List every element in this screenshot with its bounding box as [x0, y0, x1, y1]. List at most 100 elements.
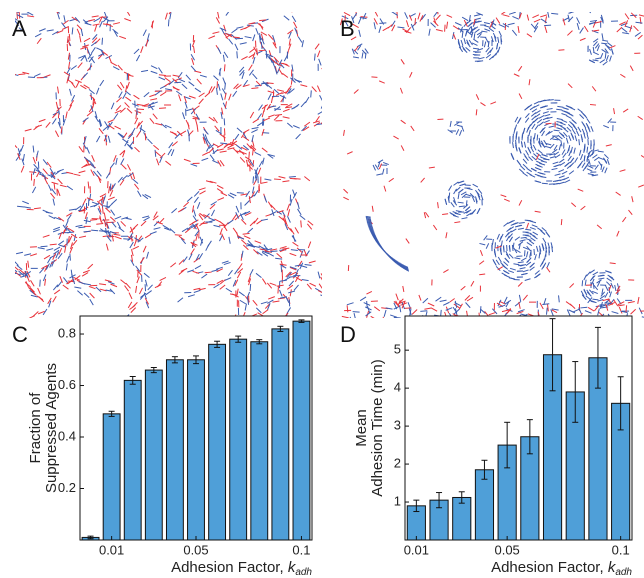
agent	[179, 130, 187, 136]
agent	[577, 162, 582, 169]
agent	[65, 263, 68, 271]
agent	[597, 150, 604, 153]
agent	[464, 295, 471, 301]
agent	[147, 105, 155, 109]
agent	[294, 227, 300, 234]
agent	[444, 198, 448, 205]
agent	[30, 280, 35, 287]
agent	[105, 243, 109, 251]
agent	[107, 135, 111, 143]
agent	[232, 279, 237, 287]
agent	[11, 299, 15, 305]
agent	[258, 49, 266, 52]
agent	[42, 234, 50, 238]
agent	[212, 31, 220, 35]
agent	[29, 171, 37, 173]
agent	[42, 168, 48, 175]
agent	[195, 113, 200, 121]
agent	[31, 290, 37, 296]
agent	[193, 191, 200, 197]
agent	[40, 245, 48, 248]
agent	[74, 275, 81, 281]
agent	[65, 220, 69, 227]
agent	[163, 227, 171, 231]
agent	[291, 12, 293, 13]
y-axis-label: Mean	[353, 409, 370, 447]
agent	[234, 214, 241, 221]
agent	[249, 283, 252, 292]
agent	[527, 146, 531, 153]
agent	[554, 179, 561, 182]
agent	[257, 113, 263, 120]
agent	[283, 5, 285, 12]
agent	[328, 73, 333, 78]
agent	[303, 121, 311, 127]
agent	[129, 227, 136, 233]
agent	[592, 29, 600, 32]
agent	[4, 243, 7, 249]
agent	[561, 110, 568, 113]
agent	[245, 159, 249, 167]
agent	[61, 22, 67, 29]
agent	[121, 163, 127, 170]
agent	[359, 16, 367, 20]
agent	[297, 36, 303, 43]
agent	[66, 171, 74, 175]
agent	[155, 122, 163, 126]
agent	[502, 23, 510, 28]
agent	[219, 228, 223, 236]
agent	[296, 247, 303, 253]
agent	[479, 242, 486, 246]
agent	[288, 280, 295, 287]
agent	[560, 219, 563, 226]
agent	[225, 287, 233, 293]
agent	[107, 203, 113, 209]
agent	[591, 86, 597, 92]
agent	[609, 262, 616, 265]
agent	[477, 33, 482, 39]
agent	[588, 289, 594, 295]
agent	[430, 307, 438, 312]
agent	[90, 105, 94, 113]
agent	[62, 284, 69, 290]
agent	[473, 13, 481, 17]
agent	[216, 279, 224, 284]
agent	[164, 12, 168, 20]
agent	[513, 73, 520, 77]
agent	[178, 94, 182, 102]
agent	[587, 149, 593, 155]
agent	[198, 253, 204, 260]
agent	[115, 105, 122, 111]
agent	[53, 226, 61, 231]
agent	[57, 252, 63, 260]
agent	[589, 59, 596, 64]
agent	[526, 14, 530, 21]
agent	[20, 165, 25, 173]
agent	[365, 311, 372, 317]
agent	[90, 169, 95, 176]
agent	[483, 235, 488, 241]
agent	[52, 253, 57, 260]
agent	[503, 296, 508, 304]
agent	[49, 260, 53, 268]
agent	[457, 41, 461, 48]
agent	[223, 32, 229, 40]
agent	[146, 251, 149, 259]
agent	[551, 246, 554, 253]
agent	[58, 232, 63, 240]
agent	[83, 136, 87, 144]
agent	[66, 255, 70, 263]
agent	[572, 308, 580, 313]
agent	[250, 191, 255, 198]
agent	[275, 62, 282, 67]
agent	[536, 164, 543, 168]
agent	[287, 88, 292, 95]
agent	[533, 133, 536, 140]
agent	[283, 54, 289, 62]
agent	[428, 28, 431, 36]
agent	[293, 125, 300, 129]
agent	[637, 115, 643, 120]
agent	[248, 244, 256, 248]
agent	[617, 301, 625, 306]
agent	[602, 39, 609, 42]
